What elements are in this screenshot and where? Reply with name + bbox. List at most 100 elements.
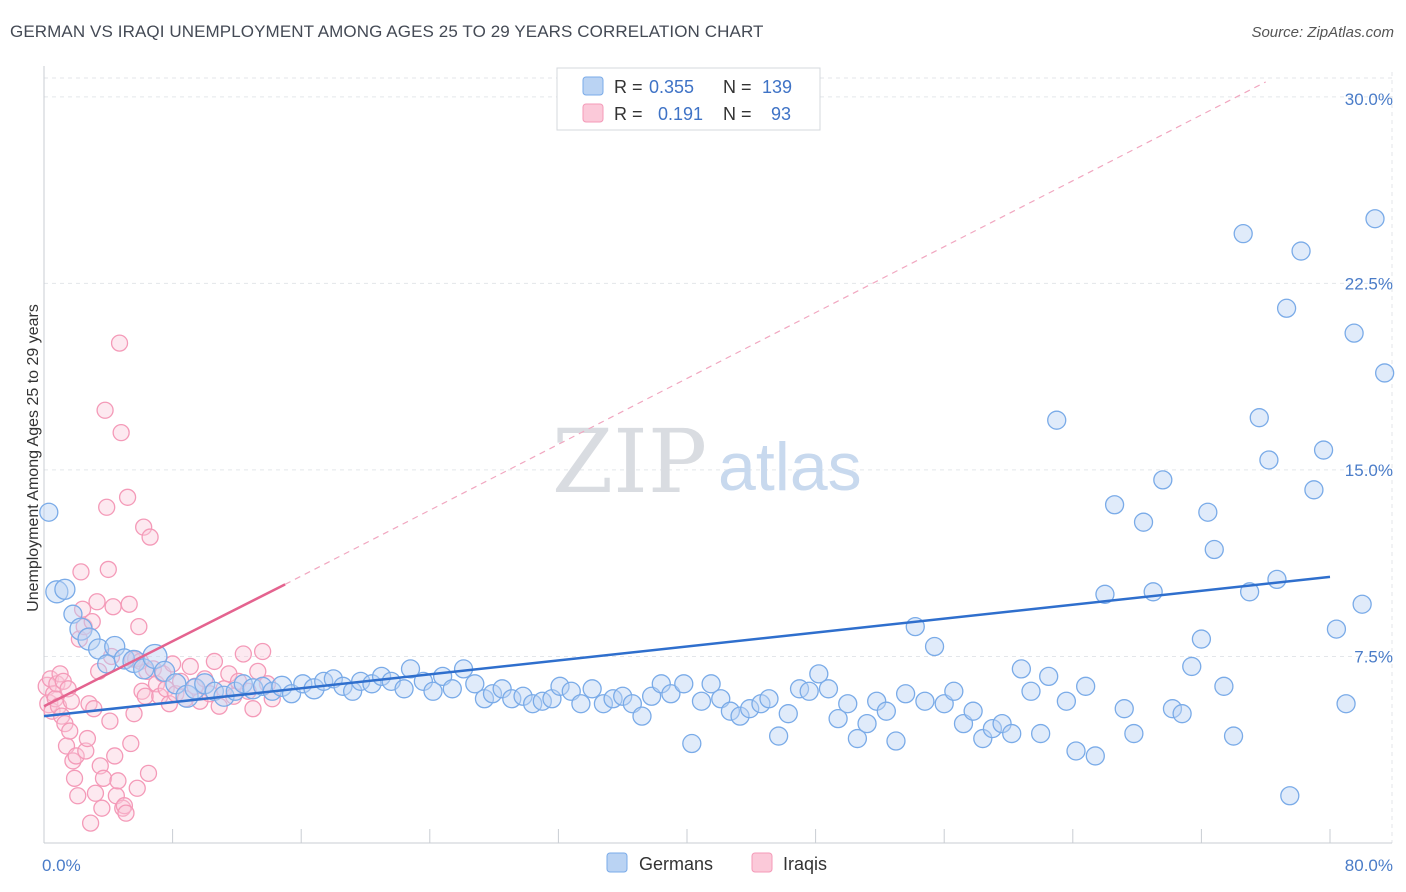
german-point — [1047, 410, 1067, 430]
iraqi-point — [133, 682, 151, 700]
german-point — [982, 718, 1003, 739]
iraqi-point — [94, 769, 113, 787]
german-point — [442, 679, 462, 699]
iraqi-point — [61, 722, 79, 740]
german-point — [582, 679, 602, 699]
y-tick-label: 15.0% — [1345, 461, 1393, 480]
iraqi-point — [96, 401, 114, 419]
german-point — [740, 699, 760, 719]
legend-r-label-germans: R = — [614, 77, 643, 97]
legend-r-value-germans: 0.355 — [649, 77, 694, 97]
y-axis-label: Unemployment Among Ages 25 to 29 years — [25, 304, 42, 612]
german-point — [759, 689, 779, 709]
german-point — [876, 701, 896, 721]
legend-n-value-germans: 139 — [762, 77, 792, 97]
iraqi-point — [253, 642, 272, 661]
iraqi-point — [67, 747, 85, 765]
iraqi-point — [136, 687, 154, 705]
german-point — [1031, 723, 1051, 744]
german-point — [1002, 723, 1022, 744]
german-point — [778, 704, 798, 724]
german-point — [809, 664, 829, 684]
series-iraqis-points — [37, 334, 281, 832]
x-tick-label-max: 80.0% — [1345, 856, 1393, 875]
iraqi-point — [77, 742, 95, 760]
german-point — [973, 728, 993, 749]
german-point — [1344, 323, 1364, 343]
german-point — [867, 691, 887, 711]
iraqi-trend-extension — [284, 81, 1266, 585]
iraqi-point — [65, 769, 84, 787]
y-tick-label: 30.0% — [1345, 90, 1393, 109]
iraqi-point — [64, 752, 82, 770]
german-point — [593, 694, 614, 714]
german-point — [1182, 656, 1202, 677]
german-point — [333, 676, 353, 696]
german-point — [1085, 746, 1105, 766]
german-point — [1233, 224, 1253, 244]
german-point — [1365, 209, 1385, 229]
legend-swatch-iraqis — [582, 103, 604, 123]
german-point — [1267, 569, 1287, 590]
watermark-zip: ZIP — [552, 410, 707, 513]
series-germans-points — [39, 209, 1395, 806]
german-point — [1214, 676, 1234, 696]
german-point — [1304, 480, 1324, 500]
german-point — [674, 674, 694, 694]
iraqi-point — [205, 652, 224, 671]
german-point — [828, 708, 848, 729]
x-tick-labels: 0.0% 80.0% — [42, 856, 1393, 875]
german-point — [1291, 241, 1311, 261]
german-point — [720, 701, 741, 721]
iraqi-point — [93, 799, 111, 817]
y-tick-label: 7.5% — [1354, 647, 1393, 666]
german-point — [423, 681, 443, 701]
german-point — [194, 673, 216, 695]
german-point — [1162, 699, 1183, 719]
german-point — [1172, 704, 1192, 724]
iraqi-point — [112, 423, 130, 442]
german-point — [992, 713, 1012, 734]
german-point — [502, 689, 522, 709]
german-point — [1056, 691, 1077, 711]
german-point — [1104, 495, 1125, 515]
german-point — [45, 580, 69, 604]
german-point — [963, 701, 983, 721]
iraqi-point — [69, 787, 87, 805]
iraqi-point — [88, 593, 106, 611]
iraqi-point — [122, 734, 140, 753]
german-point — [701, 674, 721, 694]
legend-bottom: Germans Iraqis — [606, 852, 827, 874]
german-point — [730, 706, 750, 726]
legend-swatch-germans — [582, 76, 604, 96]
legend-n-value-iraqis: 93 — [771, 104, 791, 124]
german-point — [571, 694, 591, 714]
german-point — [1191, 629, 1212, 649]
german-point — [1249, 408, 1269, 428]
german-point — [1124, 723, 1144, 744]
iraqi-point — [110, 334, 129, 352]
german-point — [799, 681, 819, 701]
german-point — [838, 694, 858, 714]
german-point — [550, 676, 570, 696]
german-point — [400, 659, 421, 679]
german-point — [394, 679, 414, 699]
german-point — [492, 679, 512, 699]
x-tick-label-min: 0.0% — [42, 856, 81, 875]
iraqi-point — [120, 595, 138, 613]
iraqi-point — [117, 804, 135, 822]
german-point — [651, 674, 671, 694]
german-point — [924, 636, 945, 657]
german-point — [1114, 699, 1134, 719]
german-point — [1336, 694, 1356, 714]
chart-title: GERMAN VS IRAQI UNEMPLOYMENT AMONG AGES … — [10, 22, 764, 41]
legend-r-label-iraqis: R = — [614, 104, 643, 124]
german-point — [1352, 594, 1372, 614]
german-point — [886, 731, 906, 751]
german-point — [482, 684, 503, 704]
german-point — [1153, 470, 1173, 490]
german-point — [691, 691, 712, 711]
y-tick-label: 22.5% — [1345, 274, 1393, 293]
german-point — [413, 671, 434, 691]
y-tick-labels: 7.5% 15.0% 22.5% 30.0% — [1345, 90, 1393, 667]
